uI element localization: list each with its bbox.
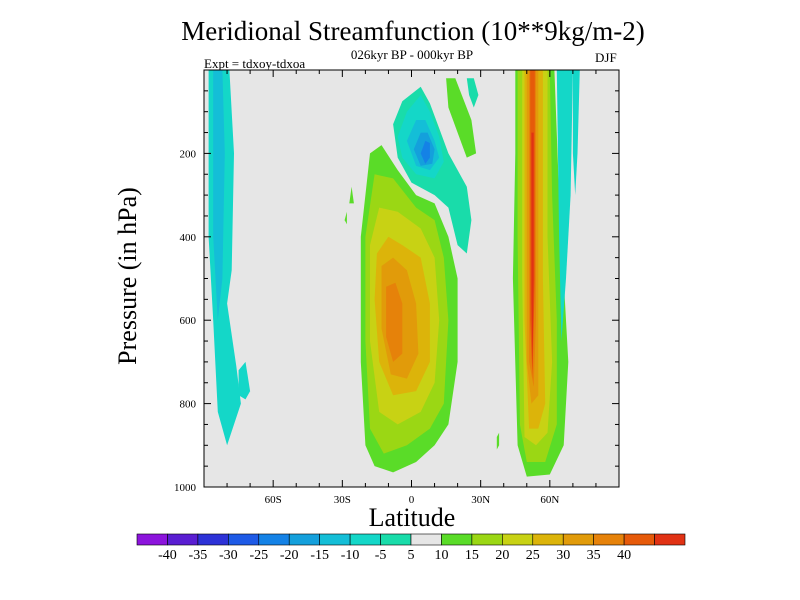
contour-neg-streak-1 (466, 78, 479, 108)
colorbar-label: -20 (280, 548, 299, 563)
colorbar-swatch (502, 533, 534, 546)
chart-subtitle: 026kyr BP - 000kyr BP (350, 47, 474, 62)
colorbar-label: -35 (189, 548, 208, 563)
colorbar-swatch (654, 533, 686, 546)
colorbar-swatch (319, 533, 351, 546)
chart-title: Meridional Streamfunction (10**9kg/m-2) (181, 16, 645, 46)
colorbar-swatch (288, 533, 320, 546)
colorbar-label: 20 (495, 548, 509, 563)
colorbar-swatch (167, 533, 199, 546)
y-tick-label: 200 (180, 148, 197, 160)
axis-ticks: 60S 30S 0 30N 60N 200 400 600 800 1000 (174, 69, 620, 506)
y-tick-label: 400 (180, 232, 197, 244)
colorbar-label: 40 (617, 548, 631, 563)
colorbar-swatch (197, 533, 229, 546)
x-tick-label: 0 (409, 494, 415, 506)
x-tick-label: 30S (334, 494, 351, 506)
x-axis-label: Latitude (368, 503, 456, 532)
contour-neg-sliver-nh-1 (556, 70, 573, 342)
contour-pos-patch-1 (349, 186, 354, 204)
contour-pos-patch-2 (344, 211, 347, 225)
colorbar-swatch (562, 533, 594, 546)
x-tick-label: 30N (471, 494, 490, 506)
contour-pos-cell-nh-7 (531, 132, 534, 371)
colorbar-label: 30 (556, 548, 570, 563)
season-label: DJF (595, 50, 617, 65)
x-tick-label: 60N (540, 494, 559, 506)
colorbar-label: 10 (434, 548, 448, 563)
y-tick-label: 600 (180, 315, 197, 327)
colorbar-swatch (258, 533, 290, 546)
colorbar-label: -10 (341, 548, 360, 563)
colorbar-label: -25 (249, 548, 268, 563)
colorbar-label: 35 (587, 548, 601, 563)
contour-pos-streak-1 (446, 78, 477, 158)
colorbar-swatch (441, 533, 473, 546)
contour-neg-sliver-nh-2 (572, 70, 580, 196)
experiment-label: Expt = tdxoy-tdxoa (204, 56, 306, 71)
x-tick-label: 60S (265, 494, 282, 506)
colorbar-label: 15 (465, 548, 479, 563)
contour-neg-cell-trop-4 (420, 140, 430, 164)
contour-fills (208, 70, 580, 477)
colorbar-swatch (136, 533, 168, 546)
colorbar-swatch (380, 533, 412, 546)
contour-neg-band-sh-2 (238, 361, 251, 400)
colorbar-swatch (471, 533, 503, 546)
colorbar-swatch (228, 533, 260, 546)
contour-neg-band-sh-inner (213, 70, 225, 321)
colorbar-label: 25 (526, 548, 540, 563)
colorbar-swatch (532, 533, 564, 546)
contour-pos-cell-trop-5 (386, 282, 403, 362)
colorbar-label: -5 (375, 548, 387, 563)
colorbar-label: 5 (408, 548, 415, 563)
y-tick-label: 1000 (174, 482, 197, 494)
colorbar-label: -40 (158, 548, 177, 563)
colorbar-label: -15 (310, 548, 329, 563)
colorbar-swatch (593, 533, 625, 546)
y-tick-label: 800 (180, 399, 197, 411)
colorbar-label: -30 (219, 548, 238, 563)
contour-pos-patch-3 (496, 432, 500, 450)
colorbar-swatch (623, 533, 655, 546)
colorbar-swatch (349, 533, 381, 546)
colorbar-swatch (410, 533, 442, 546)
colorbar: -40 -35 -30 -25 -20 -15 -10 -5 5 10 15 20 25 30 35 40 (136, 533, 686, 563)
